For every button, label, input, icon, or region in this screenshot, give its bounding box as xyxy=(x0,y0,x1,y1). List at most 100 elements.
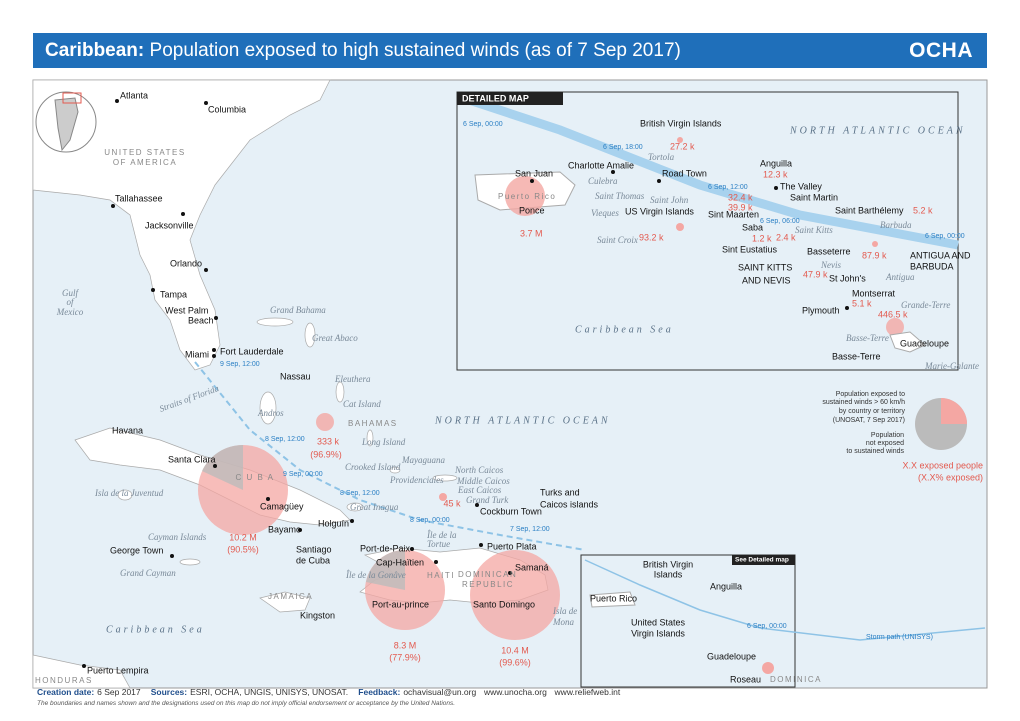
header: Caribbean: Population exposed to high su… xyxy=(33,33,987,68)
map-label: DOMINICAN xyxy=(458,570,517,579)
place-marker xyxy=(434,560,438,564)
map-label: 39.9 k xyxy=(728,202,753,212)
storm-time: 6 Sep, 00:00 xyxy=(747,623,787,630)
map-label: DOMINICA xyxy=(770,675,822,684)
map-label: (77.9%) xyxy=(389,652,421,662)
map-label: Saint Barthélemy xyxy=(835,205,904,215)
map-label: HAITI xyxy=(427,571,455,580)
map-label: 1.2 k xyxy=(752,233,772,243)
title-bold: Caribbean: xyxy=(45,40,145,61)
map-label: (90.5%) xyxy=(227,544,259,554)
place-marker xyxy=(475,503,479,507)
map-label: Cat Island xyxy=(343,399,381,409)
map-label: Grand Turk xyxy=(466,495,509,505)
map-label: Isla de xyxy=(552,606,577,616)
place-marker xyxy=(212,354,216,358)
map-label: 87.9 k xyxy=(862,250,887,260)
map-label: Puerto Lempira xyxy=(87,665,149,675)
map-label: 446.5 k xyxy=(878,309,908,319)
map-label: Virgin Islands xyxy=(631,628,685,638)
map-label: 333 k xyxy=(317,436,340,446)
map-label: Culebra xyxy=(588,176,618,186)
map-label: Charlotte Amalie xyxy=(568,160,634,170)
place-marker xyxy=(151,288,155,292)
map-label: Fort Lauderdale xyxy=(220,346,284,356)
place-marker xyxy=(410,547,414,551)
place-marker xyxy=(212,348,216,352)
place-marker xyxy=(657,179,661,183)
map-label: Saint Martin xyxy=(790,192,838,202)
footer-text: 6 Sep 2017 xyxy=(97,687,141,697)
map-label: Cayman Islands xyxy=(148,532,207,542)
footer-text: ESRI, OCHA, UNGIS, UNISYS, UNOSAT. xyxy=(190,687,349,697)
logo: OCHA xyxy=(909,39,973,62)
map-label: 9 Sep, 12:00 xyxy=(220,361,260,368)
map-label: 6 Sep, 00:00 xyxy=(925,233,965,240)
map-label: Saint John xyxy=(650,195,689,205)
map-label: Crooked Island xyxy=(345,462,401,472)
title-text: Population exposed to high sustained win… xyxy=(149,40,681,61)
globe xyxy=(35,91,97,153)
map-label: United States xyxy=(631,617,686,627)
map-label: Saint Kitts xyxy=(795,225,833,235)
map-label: 2.4 k xyxy=(776,232,796,242)
map-label: JAMAICA xyxy=(268,592,313,601)
map-label: Puerto Rico xyxy=(590,593,637,603)
map-label: Guadeloupe xyxy=(900,338,949,348)
map-label: Caicos islands xyxy=(540,499,599,509)
map-label: sustained winds > 60 km/h xyxy=(822,399,905,406)
map-label: Sint Eustatius xyxy=(722,244,778,254)
footer-key: Sources: xyxy=(150,687,188,697)
map-label: Beach xyxy=(188,315,214,325)
map-label: NORTH ATLANTIC OCEAN xyxy=(434,415,611,426)
map-label: Puerto Rico xyxy=(498,192,556,201)
map-label: Islands xyxy=(654,569,683,579)
map-label: Great Abaco xyxy=(312,333,358,343)
map-label: 7 Sep, 12:00 xyxy=(510,526,550,533)
map-label: NORTH ATLANTIC OCEAN xyxy=(789,125,966,136)
map-label: 8.3 M xyxy=(394,640,417,650)
place-marker xyxy=(181,212,185,216)
map-label: 10.2 M xyxy=(229,532,257,542)
place-marker xyxy=(508,571,512,575)
map-label: Tampa xyxy=(160,289,187,299)
map-label: 3.7 M xyxy=(520,228,543,238)
storm-path xyxy=(194,361,586,551)
footer-key: Creation date: xyxy=(37,687,95,697)
place-marker xyxy=(204,101,208,105)
map-label: 5.2 k xyxy=(913,205,933,215)
map-label: Population xyxy=(871,432,904,439)
map-label: Gulf xyxy=(62,288,80,298)
place-marker xyxy=(530,179,534,183)
footer-link[interactable]: ochavisual@un.org xyxy=(403,687,477,697)
map-label: not exposed xyxy=(866,440,904,447)
footer-link[interactable]: www.reliefweb.int xyxy=(554,687,621,697)
map-label: Mayaguana xyxy=(401,455,445,465)
map-label: (X.X% exposed) xyxy=(918,472,983,482)
map-label: Puerto Plata xyxy=(487,541,537,551)
map-label: Port-de-Paix xyxy=(360,543,411,553)
map-label: X.X exposed people xyxy=(902,460,983,470)
map-label: Andros xyxy=(257,408,284,418)
map-label: Eleuthera xyxy=(334,374,371,384)
map-label: British Virgin xyxy=(643,559,693,569)
exposure-circles xyxy=(198,413,560,640)
footer-link[interactable]: www.unocha.org xyxy=(483,687,547,697)
map-label: Saint Thomas xyxy=(595,191,645,201)
footer: Creation date: 6 Sep 2017 Sources: ESRI, O… xyxy=(37,687,987,707)
map-label: (99.6%) xyxy=(499,657,531,667)
map-label: 6 Sep, 00:00 xyxy=(463,121,503,128)
map-label: 8 Sep, 00:00 xyxy=(410,517,450,524)
map-label: Ponce xyxy=(519,205,545,215)
place-marker xyxy=(111,204,115,208)
overview-inset xyxy=(580,554,986,688)
map-label: Basse-Terre xyxy=(832,351,881,361)
map-label: Tortue xyxy=(427,539,450,549)
map-label: Marie-Galante xyxy=(924,361,979,371)
map-label: 9 Sep, 00:00 xyxy=(283,471,323,478)
map-label: Tallahassee xyxy=(115,193,163,203)
map-label: Grande-Terre xyxy=(901,300,950,310)
map-label: Guadeloupe xyxy=(707,651,756,661)
footer-line: Creation date: 6 Sep 2017 Sources: ESRI, O… xyxy=(37,687,987,697)
